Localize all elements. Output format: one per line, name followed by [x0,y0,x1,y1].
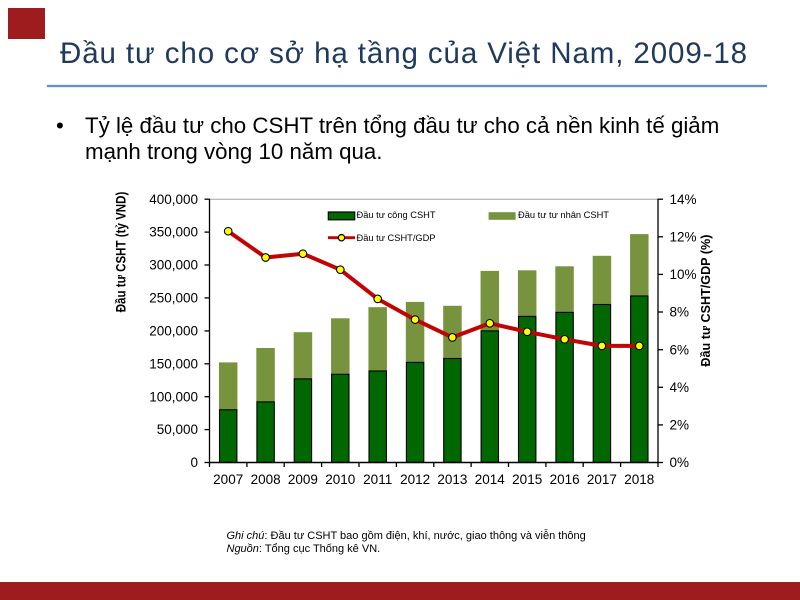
svg-text:300,000: 300,000 [149,258,198,273]
svg-text:2015: 2015 [512,472,542,487]
svg-text:Đầu tư tư nhân CSHT: Đầu tư tư nhân CSHT [518,210,609,220]
svg-text:100,000: 100,000 [149,389,198,404]
svg-text:4%: 4% [670,380,690,395]
svg-text:250,000: 250,000 [149,291,198,306]
svg-text:2008: 2008 [251,472,281,487]
svg-text:6%: 6% [670,342,690,357]
svg-text:2017: 2017 [587,472,617,487]
svg-text:2013: 2013 [437,472,467,487]
svg-text:10%: 10% [670,267,697,282]
svg-text:200,000: 200,000 [149,324,198,339]
svg-text:2018: 2018 [624,472,654,487]
svg-text:400,000: 400,000 [149,192,198,207]
svg-text:2%: 2% [670,418,690,433]
svg-text:14%: 14% [670,192,697,207]
svg-text:12%: 12% [670,229,697,244]
svg-text:Đầu tư công CSHT: Đầu tư công CSHT [357,210,436,220]
svg-text:2014: 2014 [475,472,506,487]
svg-text:8%: 8% [670,305,690,320]
svg-text:Đầu tư CSHT (tỷ VND): Đầu tư CSHT (tỷ VND) [112,192,128,313]
svg-text:2016: 2016 [550,472,580,487]
svg-text:Đầu tư CSHT/GDP (%): Đầu tư CSHT/GDP (%) [699,235,713,367]
svg-text:50,000: 50,000 [157,422,198,437]
svg-text:2009: 2009 [288,472,318,487]
svg-text:0: 0 [190,455,198,470]
svg-text:0%: 0% [670,455,690,470]
svg-text:Đầu tư CSHT/GDP: Đầu tư CSHT/GDP [357,233,436,243]
svg-text:2012: 2012 [400,472,430,487]
svg-text:2010: 2010 [325,472,355,487]
svg-text:350,000: 350,000 [149,225,198,240]
svg-text:2011: 2011 [363,472,392,487]
svg-text:2007: 2007 [213,472,243,487]
svg-text:150,000: 150,000 [149,356,198,371]
